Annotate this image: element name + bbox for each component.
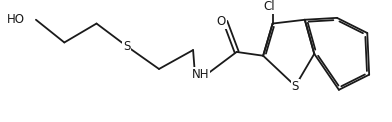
Text: S: S <box>123 40 131 53</box>
Text: NH: NH <box>192 68 209 81</box>
Text: O: O <box>217 15 226 28</box>
Text: HO: HO <box>7 13 25 26</box>
Text: S: S <box>292 80 299 92</box>
Text: Cl: Cl <box>263 0 275 13</box>
